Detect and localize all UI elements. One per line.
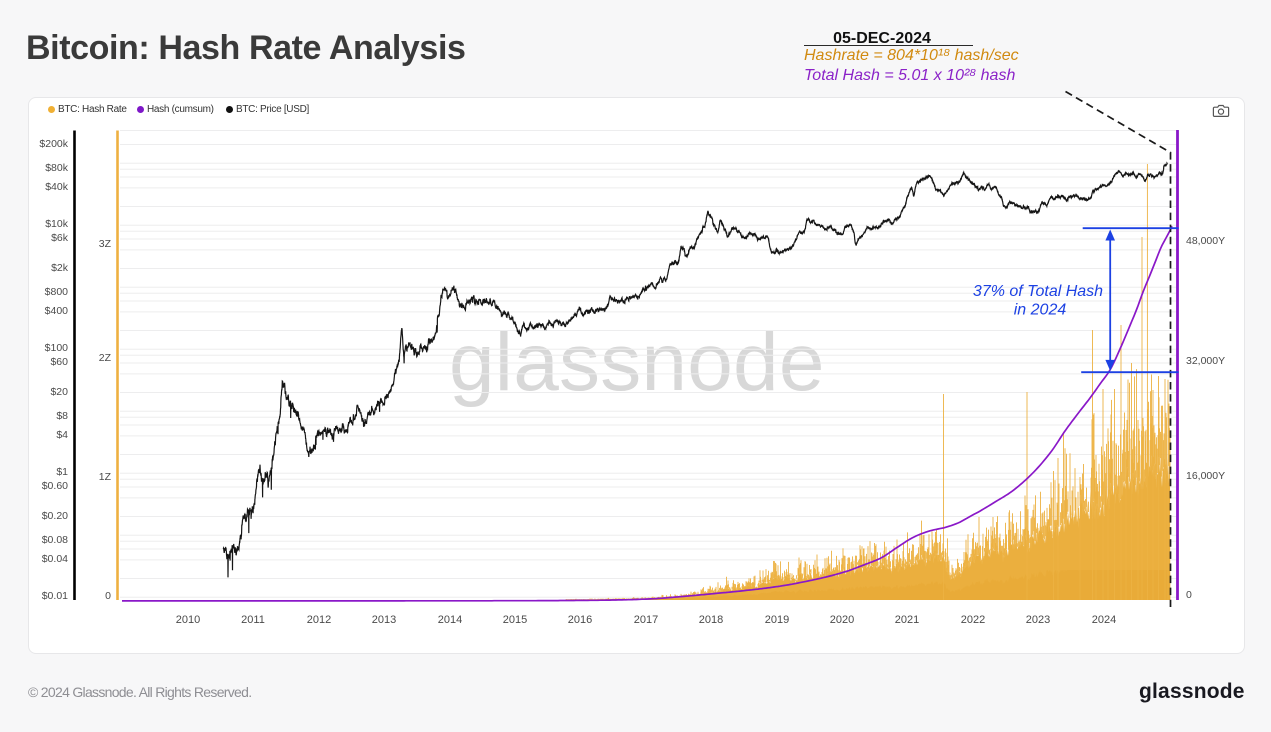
svg-text:in 2024: in 2024 [1014,302,1067,319]
svg-text:37% of Total Hash: 37% of Total Hash [973,283,1103,300]
